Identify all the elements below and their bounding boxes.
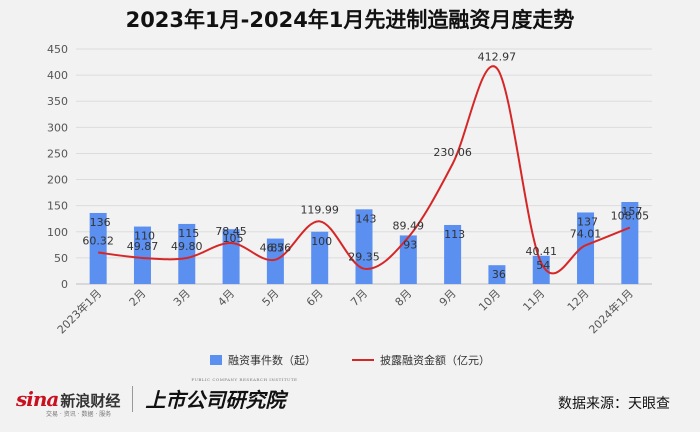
chart-legend: 融资事件数（起） 披露融资金额（亿元） [0,352,700,368]
line-data-label: 74.01 [570,227,602,240]
line-data-label: 230.06 [433,146,472,159]
x-tick-label: 2023年1月 [54,286,104,336]
research-institute-text: 上市公司研究院 [145,388,286,412]
line-data-label: 49.87 [127,240,159,253]
research-institute-subtitle: PUBLIC COMPANY RESEARCH INSTITUTE [191,377,298,382]
bar-data-label: 36 [492,268,506,281]
bar-data-label: 105 [223,232,244,245]
bar-data-label: 110 [134,230,155,243]
bar [488,265,506,284]
line-data-label: 40.41 [525,245,557,258]
sina-finance-text: 新浪财经 [60,391,121,410]
bar-data-label: 143 [356,212,377,225]
x-tick-label: 7月 [348,287,370,309]
x-tick-label: 10月 [476,287,503,314]
line-data-label: 29.35 [348,251,380,264]
bar [621,202,639,284]
bar-data-label: 157 [621,205,642,218]
bar [577,212,595,284]
y-tick-label: 50 [54,252,68,265]
y-tick-label: 400 [47,69,68,82]
y-tick-label: 450 [47,43,68,56]
y-tick-label: 250 [47,147,68,160]
bar-data-label: 93 [403,238,417,251]
legend-bar-swatch [210,355,222,365]
bar [266,238,284,284]
chart-plot: 136 110 115 105 87 100 143 93 113 36 54 137 157 60.32… [47,43,652,336]
x-tick-label: 3月 [171,287,193,309]
logo-divider [132,385,134,412]
bar [89,212,107,284]
bar-data-label: 136 [90,216,111,229]
y-tick-label: 150 [47,200,68,213]
footer-logos: sina 新浪财经 交易 · 资讯 · 数据 · 服务 上市公司研究院 PUBL… [16,377,297,418]
bar [133,226,151,284]
y-tick-label: 100 [47,226,68,239]
legend-bar-label: 融资事件数（起） [228,354,316,367]
x-tick-label: 2024年1月 [586,286,636,336]
y-tick-label: 300 [47,121,68,134]
bar-data-label: 115 [178,227,199,240]
y-tick-label: 350 [47,95,68,108]
line-data-label: 108.05 [611,210,650,223]
sina-finance-subtitle: 交易 · 资讯 · 数据 · 服务 [46,410,112,418]
bar [532,255,550,284]
legend-item-line: 披露融资金额（亿元） [352,352,490,368]
y-tick-label: 0 [61,278,68,291]
line-data-label: 49.80 [171,240,203,253]
x-tick-label: 5月 [260,287,282,309]
bar-data-label: 113 [444,228,465,241]
data-source-note: 数据来源：天眼查 [558,396,670,412]
x-tick-label: 9月 [437,287,459,309]
bar [178,223,196,284]
bar-data-label: 87 [270,242,284,255]
line-data-label: 78.45 [215,225,247,238]
sina-finance-logo: sina 新浪财经 交易 · 资讯 · 数据 · 服务 [16,386,121,418]
legend-item-bars: 融资事件数（起） [210,352,316,368]
bar-data-label: 54 [536,259,550,272]
x-tick-label: 11月 [520,287,547,314]
sina-logo-text: sina [16,386,59,411]
bar-data-label: 100 [311,235,332,248]
x-tick-label: 12月 [565,287,592,314]
bar [444,224,462,284]
bar [399,235,417,284]
line-data-label: 46.56 [260,242,292,255]
line-data-label: 60.32 [82,234,114,247]
research-institute-logo: 上市公司研究院 PUBLIC COMPANY RESEARCH INSTITUT… [145,377,297,413]
x-tick-label: 2月 [127,287,149,309]
bar [355,209,373,284]
legend-line-label: 披露融资金额（亿元） [380,354,490,367]
bar-data-label: 137 [577,215,598,228]
y-tick-label: 200 [47,174,68,187]
line-data-label: 89.49 [393,219,425,232]
legend-line-swatch [352,359,374,361]
x-tick-label: 6月 [304,287,326,309]
line-data-label: 412.97 [478,50,517,63]
x-tick-label: 4月 [215,287,237,309]
chart-title: 2023年1月-2024年1月先进制造融资月度走势 [125,8,575,32]
line-data-label: 119.99 [300,203,339,216]
bar [311,231,329,284]
x-tick-label: 8月 [393,287,415,309]
